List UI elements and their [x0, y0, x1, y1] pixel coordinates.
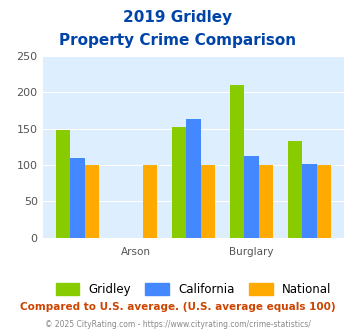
Bar [186, 119, 201, 238]
Bar [288, 141, 302, 238]
Bar [302, 164, 317, 238]
Bar [244, 155, 259, 238]
Bar [85, 165, 99, 238]
Text: Compared to U.S. average. (U.S. average equals 100): Compared to U.S. average. (U.S. average … [20, 302, 335, 312]
Bar [230, 85, 244, 238]
Bar [259, 165, 273, 238]
Bar [317, 165, 331, 238]
Text: © 2025 CityRating.com - https://www.cityrating.com/crime-statistics/: © 2025 CityRating.com - https://www.city… [45, 320, 310, 329]
Text: Property Crime Comparison: Property Crime Comparison [59, 33, 296, 48]
Bar [143, 165, 157, 238]
Bar [201, 165, 215, 238]
Bar [56, 130, 70, 238]
Text: 2019 Gridley: 2019 Gridley [123, 10, 232, 25]
Legend: Gridley, California, National: Gridley, California, National [51, 278, 336, 301]
Bar [172, 126, 186, 238]
Bar [70, 158, 85, 238]
